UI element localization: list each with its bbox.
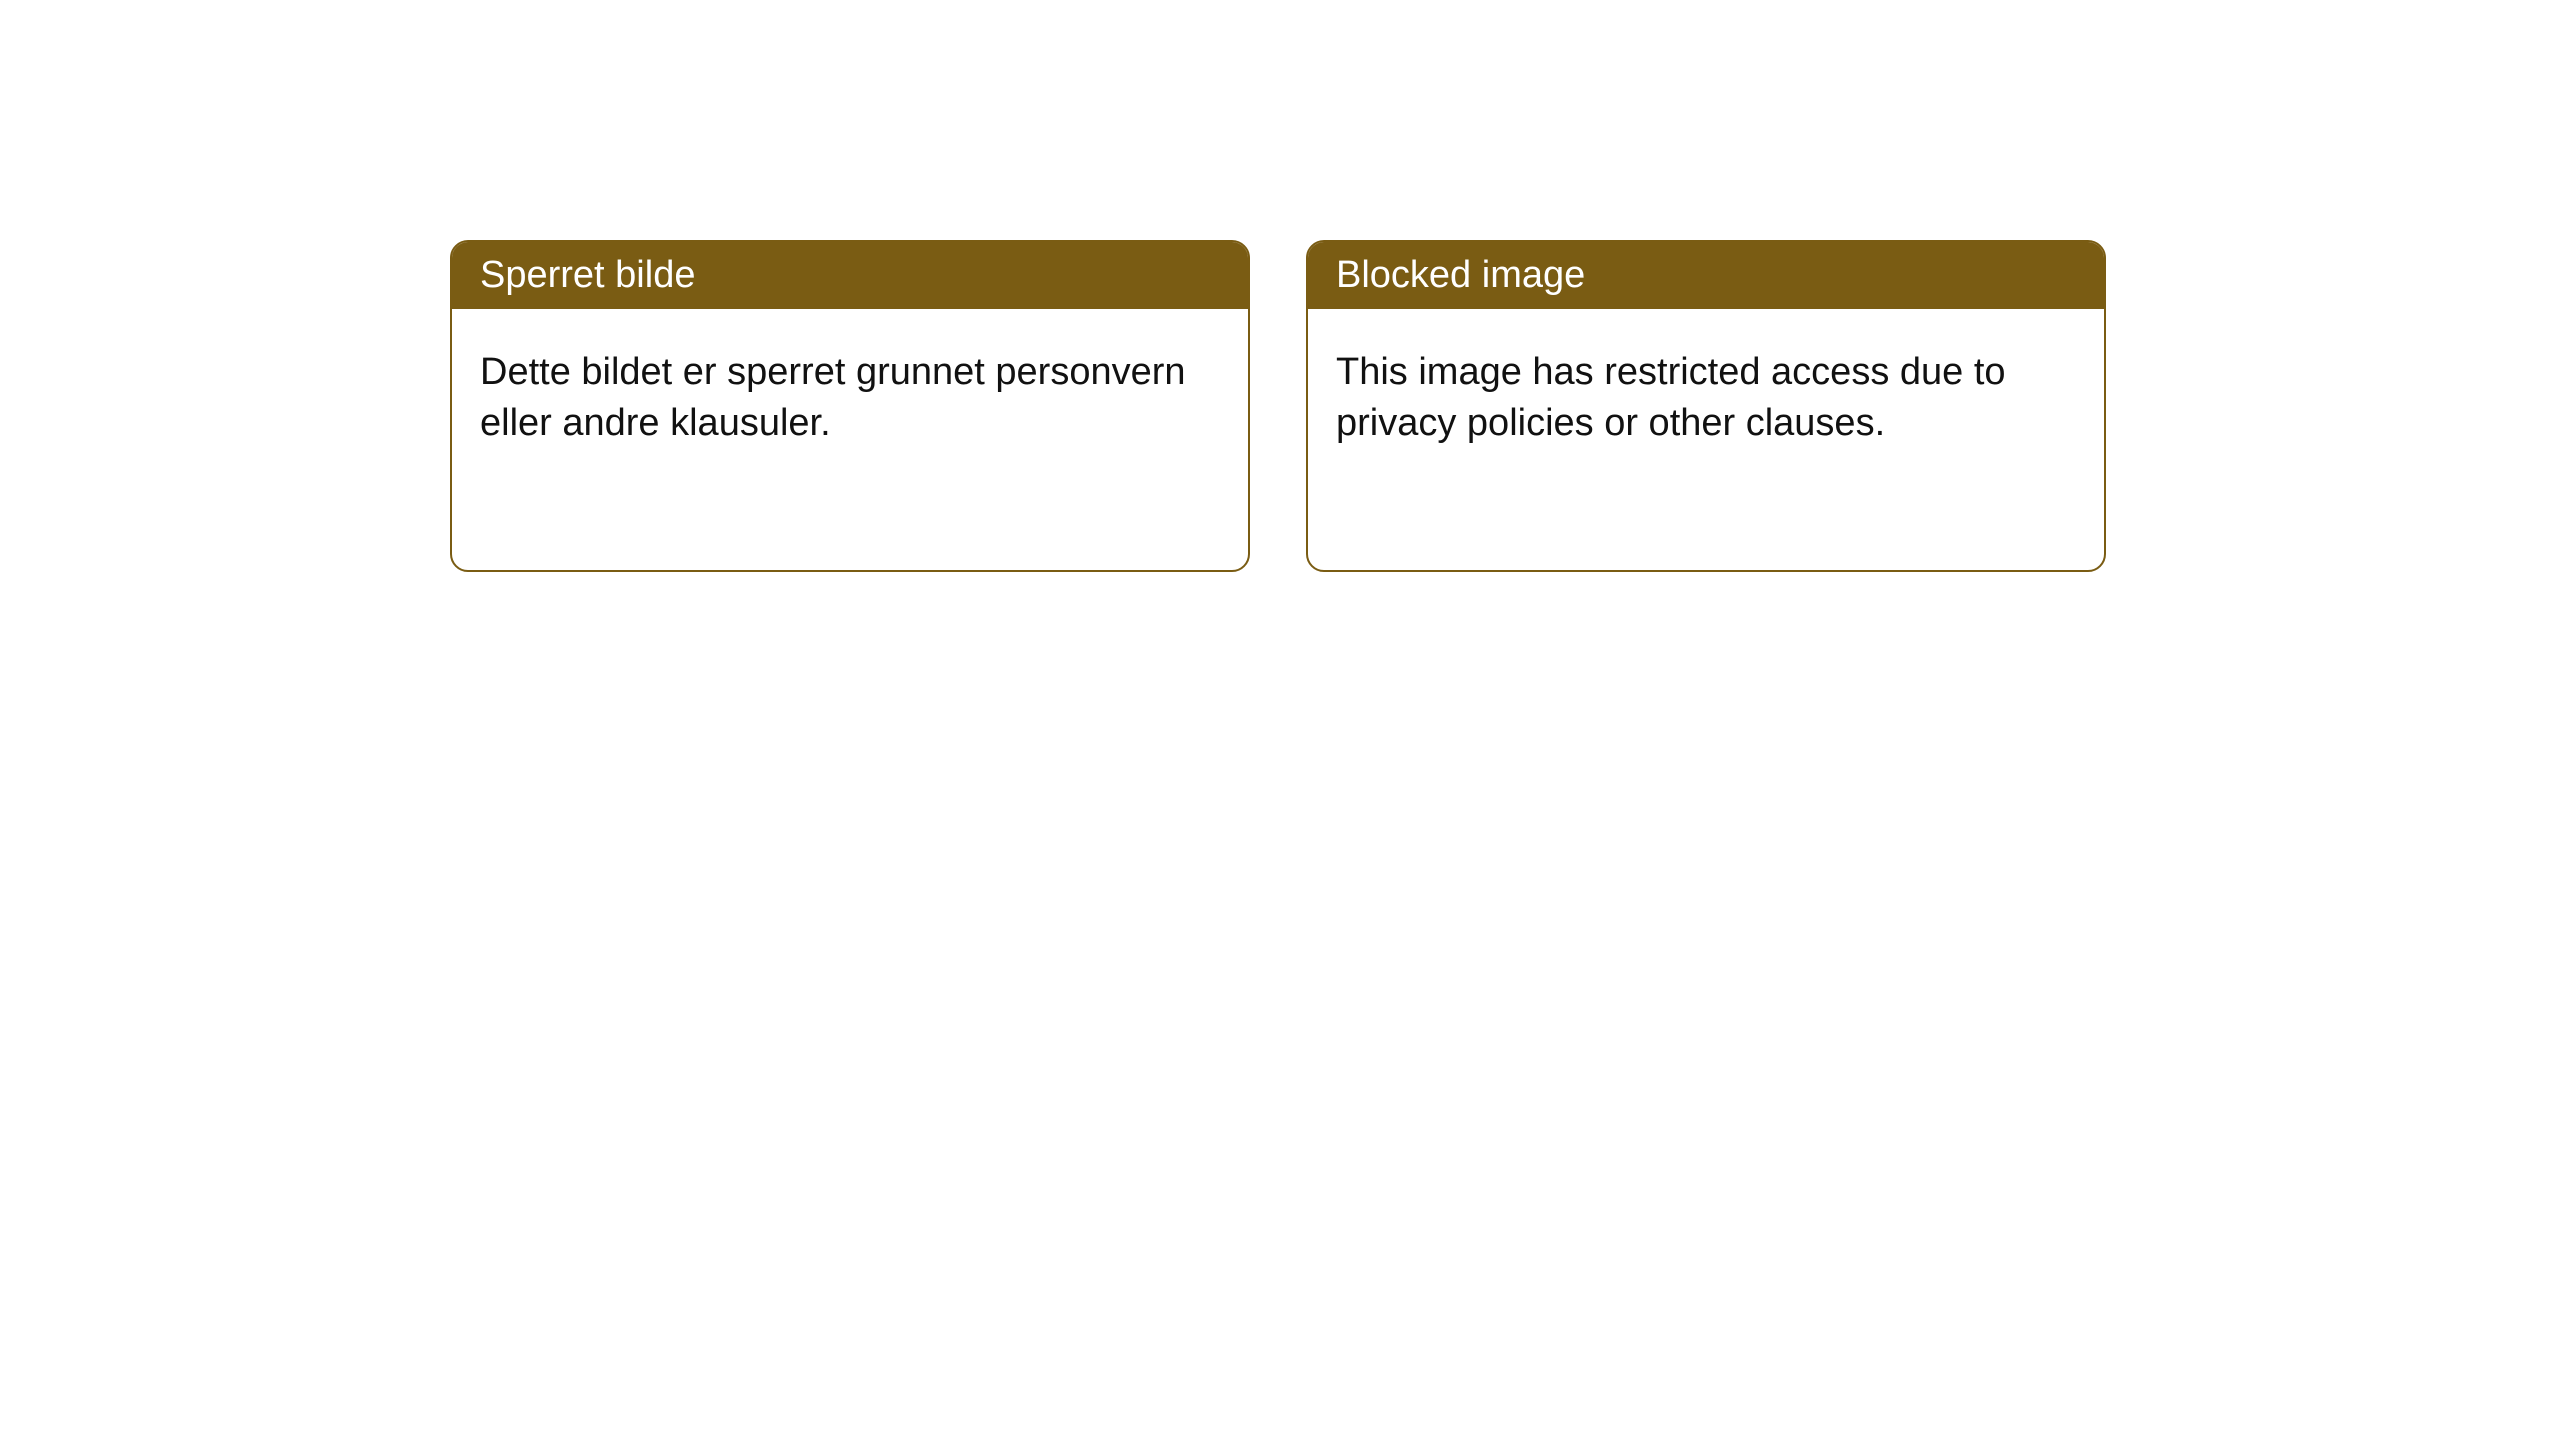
notice-body-norwegian: Dette bildet er sperret grunnet personve… <box>452 309 1248 488</box>
notice-body-english: This image has restricted access due to … <box>1308 309 2104 488</box>
notice-card-english: Blocked image This image has restricted … <box>1306 240 2106 572</box>
notice-card-norwegian: Sperret bilde Dette bildet er sperret gr… <box>450 240 1250 572</box>
notice-header-norwegian: Sperret bilde <box>452 242 1248 309</box>
notice-header-english: Blocked image <box>1308 242 2104 309</box>
notice-cards-container: Sperret bilde Dette bildet er sperret gr… <box>450 240 2106 572</box>
